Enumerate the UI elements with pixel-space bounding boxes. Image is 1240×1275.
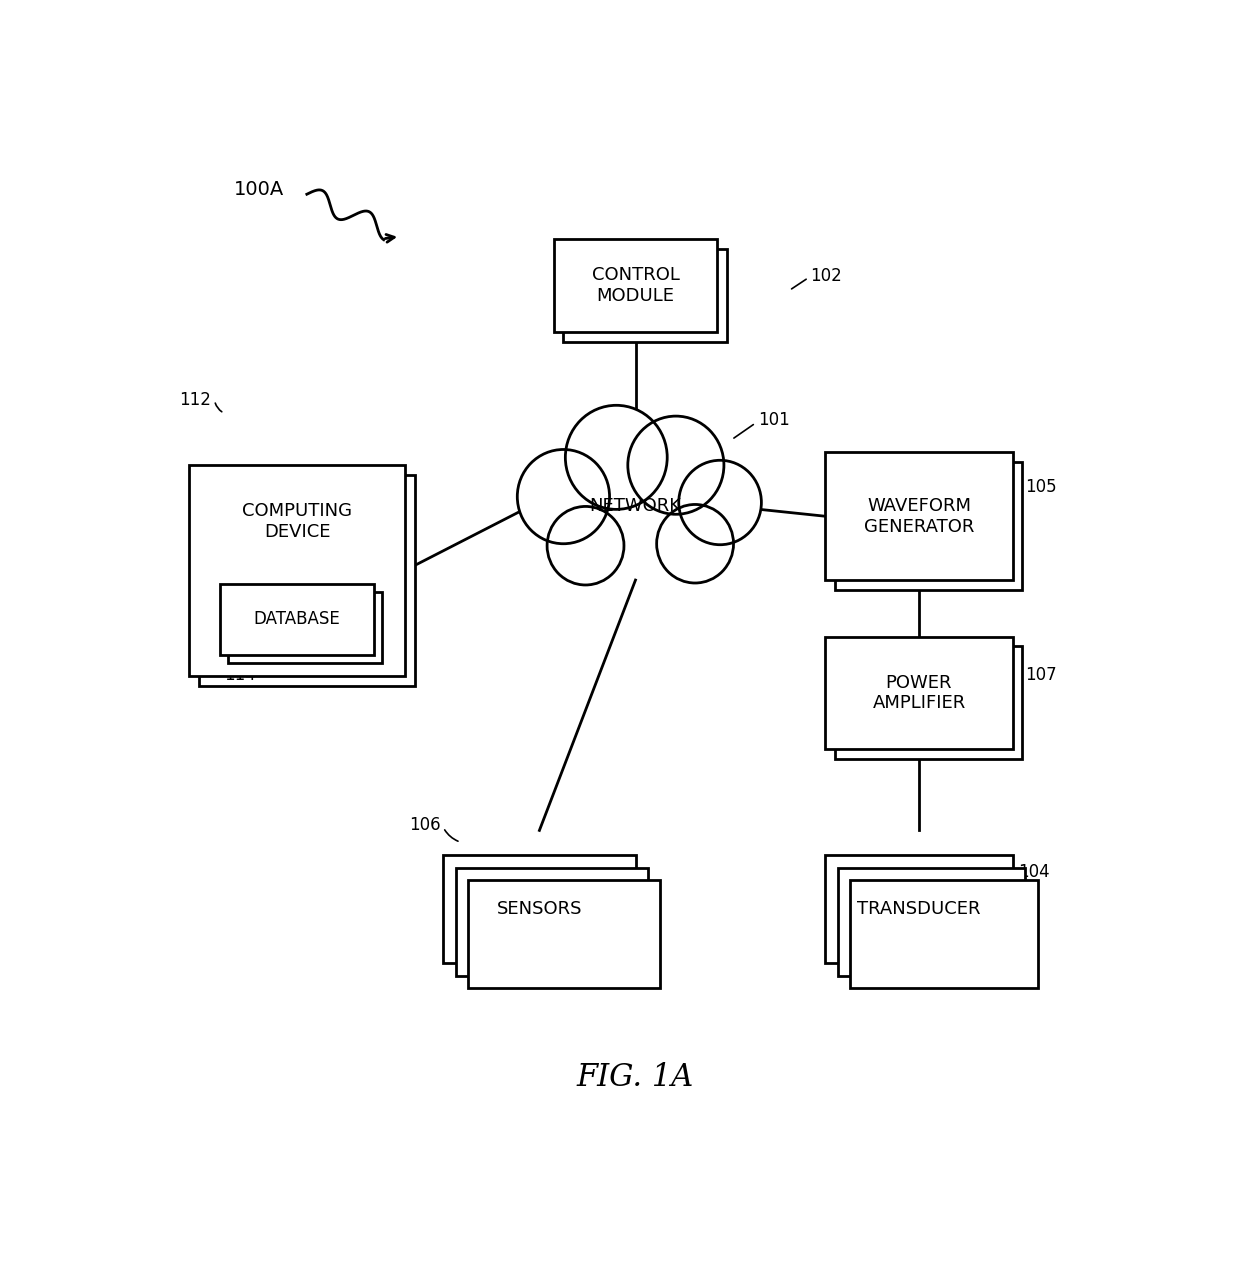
Bar bbox=[835, 646, 1022, 759]
Bar bbox=[456, 868, 649, 975]
Bar bbox=[444, 856, 635, 963]
Text: 107: 107 bbox=[1024, 667, 1056, 685]
Text: 100A: 100A bbox=[234, 180, 284, 199]
Bar bbox=[469, 881, 661, 988]
Circle shape bbox=[678, 460, 761, 544]
Bar bbox=[221, 584, 374, 654]
Text: 105: 105 bbox=[1024, 478, 1056, 496]
Text: TRANSDUCER: TRANSDUCER bbox=[857, 900, 981, 918]
Text: COMPUTING
DEVICE: COMPUTING DEVICE bbox=[242, 502, 352, 541]
Circle shape bbox=[657, 505, 734, 583]
Circle shape bbox=[565, 405, 667, 510]
Bar bbox=[228, 592, 382, 663]
Circle shape bbox=[627, 416, 724, 514]
Bar bbox=[198, 474, 415, 686]
Circle shape bbox=[517, 450, 610, 543]
Bar bbox=[838, 868, 1025, 975]
Bar bbox=[835, 463, 1022, 590]
Text: DATABASE: DATABASE bbox=[254, 611, 341, 629]
Text: 106: 106 bbox=[409, 816, 440, 835]
Text: FIG. 1A: FIG. 1A bbox=[577, 1062, 694, 1093]
Bar bbox=[826, 856, 1013, 963]
Text: 101: 101 bbox=[759, 411, 790, 428]
Text: 104: 104 bbox=[1018, 863, 1049, 881]
Text: SENSORS: SENSORS bbox=[497, 900, 582, 918]
Text: WAVEFORM
GENERATOR: WAVEFORM GENERATOR bbox=[864, 497, 975, 536]
Bar bbox=[851, 881, 1038, 988]
Text: 114: 114 bbox=[224, 667, 255, 685]
Circle shape bbox=[547, 506, 624, 585]
Text: 112: 112 bbox=[179, 391, 211, 409]
Text: 102: 102 bbox=[811, 266, 842, 284]
Bar bbox=[826, 453, 1013, 580]
Text: POWER
AMPLIFIER: POWER AMPLIFIER bbox=[873, 673, 966, 713]
Text: NETWORK: NETWORK bbox=[589, 497, 682, 515]
Bar bbox=[190, 464, 405, 676]
Bar bbox=[554, 238, 717, 333]
Text: CONTROL
MODULE: CONTROL MODULE bbox=[591, 266, 680, 305]
Bar bbox=[826, 636, 1013, 750]
Bar bbox=[563, 249, 727, 342]
